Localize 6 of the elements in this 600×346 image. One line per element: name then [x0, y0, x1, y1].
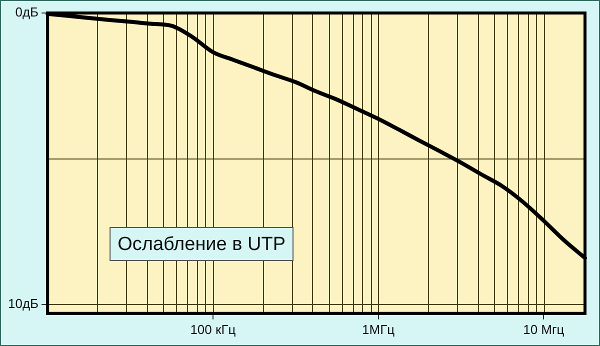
x-tick-label: 100 кГц [190, 322, 236, 337]
x-tick-label: 1МГц [362, 322, 396, 337]
y-tick-label: 10дБ [8, 296, 39, 312]
x-tick-label: 10 Мгц [523, 322, 565, 337]
annotation: Ослабление в UTP [118, 234, 286, 256]
y-tick-label: 0дБ [15, 4, 39, 20]
